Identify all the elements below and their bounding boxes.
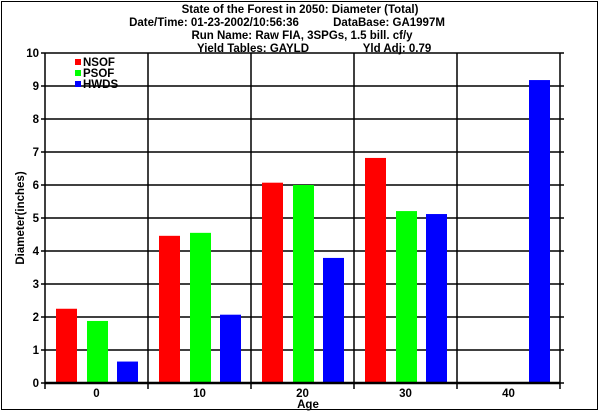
bar-psof-10 xyxy=(190,232,211,383)
legend-label-nsof: NSOF xyxy=(83,57,115,69)
y-tick-label: 10 xyxy=(26,48,39,60)
y-tick-label: 7 xyxy=(33,147,39,159)
chart-run-name: Run Name: Raw FIA, 3SPGs, 1.5 bill. cf/y xyxy=(191,30,413,42)
legend-swatch-nsof xyxy=(75,59,81,65)
x-tick-label: 40 xyxy=(502,388,515,400)
y-tick-label: 9 xyxy=(33,81,39,93)
bar-psof-0 xyxy=(87,320,108,383)
y-tick-label: 1 xyxy=(33,345,40,357)
x-tick-label: 30 xyxy=(399,388,412,400)
chart-yield-tables: Yield Tables: GAYLD xyxy=(197,43,309,55)
y-axis-label: Diameter(inches) xyxy=(15,171,27,264)
y-tick-label: 8 xyxy=(33,114,40,126)
bar-nsof-30 xyxy=(365,157,386,383)
y-tick-label: 2 xyxy=(33,312,39,324)
bar-hwds-30 xyxy=(426,214,447,383)
bar-hwds-20 xyxy=(323,257,344,383)
y-tick-label: 0 xyxy=(33,378,39,390)
bar-nsof-10 xyxy=(159,235,180,383)
bar-psof-20 xyxy=(293,185,314,383)
chart-database: DataBase: GA1997M xyxy=(333,17,445,29)
chart-title: State of the Forest in 2050: Diameter (T… xyxy=(182,4,419,16)
y-tick-label: 6 xyxy=(33,180,39,192)
bar-hwds-40 xyxy=(529,80,550,383)
legend-label-hwds: HWDS xyxy=(83,79,118,91)
bar-nsof-0 xyxy=(56,308,77,383)
bar-hwds-10 xyxy=(220,314,241,383)
x-tick-label: 10 xyxy=(193,388,206,400)
x-axis-label: Age xyxy=(297,399,319,411)
chart-datetime: Date/Time: 01-23-2002/10:56:36 xyxy=(129,17,299,29)
y-tick-label: 5 xyxy=(33,213,40,225)
y-tick-label: 4 xyxy=(33,246,40,258)
bar-hwds-0 xyxy=(117,361,138,383)
legend-swatch-hwds xyxy=(75,81,81,87)
x-tick-label: 0 xyxy=(93,388,99,400)
bar-psof-30 xyxy=(396,211,417,383)
bar-nsof-20 xyxy=(262,182,283,383)
chart-yld-adj: Yld Adj: 0.79 xyxy=(363,43,432,55)
x-tick-label: 20 xyxy=(296,388,309,400)
legend-swatch-psof xyxy=(75,70,81,76)
y-tick-label: 3 xyxy=(33,279,39,291)
legend-label-psof: PSOF xyxy=(83,68,114,80)
